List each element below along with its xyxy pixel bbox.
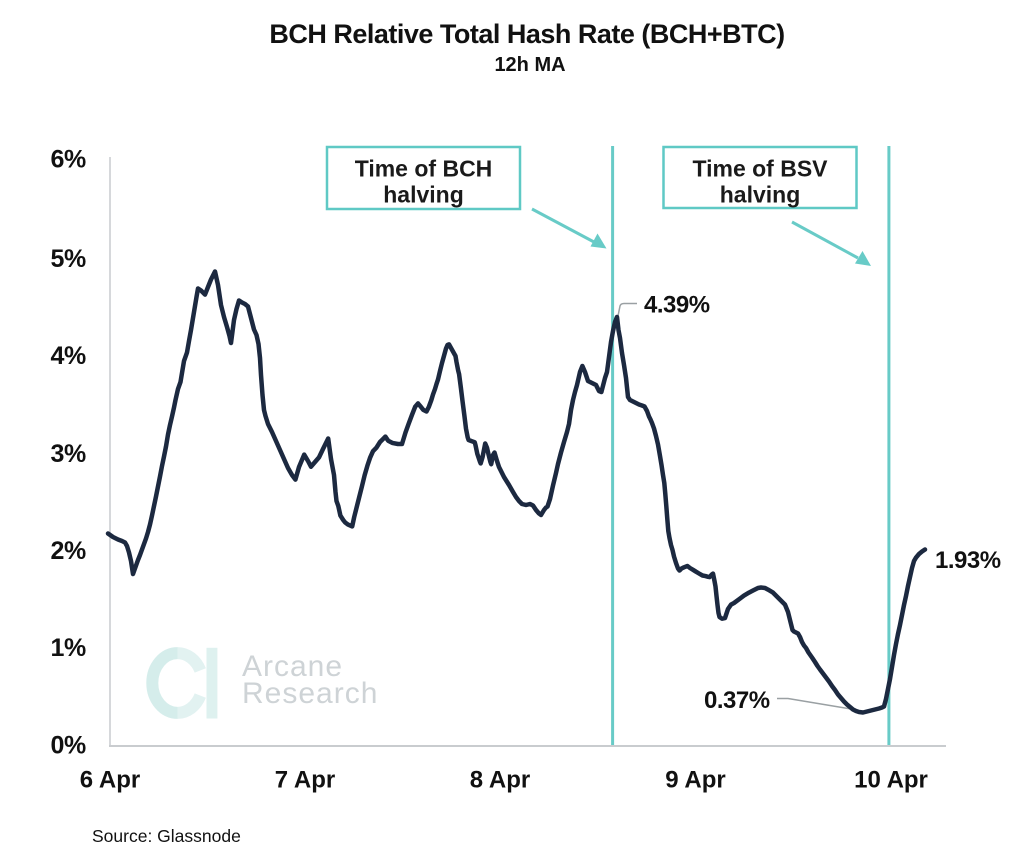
- svg-text:1%: 1%: [50, 634, 86, 662]
- svg-text:Arcane: Arcane: [242, 650, 343, 683]
- svg-text:5%: 5%: [50, 245, 86, 273]
- svg-text:2%: 2%: [50, 537, 86, 565]
- svg-text:6 Apr: 6 Apr: [80, 767, 140, 794]
- svg-text:Time of BSV: Time of BSV: [692, 156, 828, 182]
- svg-text:halving: halving: [383, 182, 464, 208]
- svg-text:12h MA: 12h MA: [494, 54, 565, 76]
- svg-text:6%: 6%: [50, 146, 86, 174]
- svg-text:0%: 0%: [50, 732, 86, 760]
- svg-text:Research: Research: [242, 677, 378, 710]
- svg-text:10 Apr: 10 Apr: [854, 767, 928, 794]
- svg-text:Source: Glassnode: Source: Glassnode: [92, 826, 241, 846]
- svg-text:0.37%: 0.37%: [704, 687, 770, 714]
- svg-text:3%: 3%: [50, 440, 86, 468]
- svg-text:7 Apr: 7 Apr: [275, 767, 335, 794]
- svg-text:1.93%: 1.93%: [935, 547, 1001, 574]
- svg-text:Time of BCH: Time of BCH: [355, 156, 493, 182]
- svg-text:halving: halving: [720, 182, 801, 208]
- svg-text:4%: 4%: [50, 342, 86, 370]
- svg-text:9 Apr: 9 Apr: [665, 767, 725, 794]
- svg-text:8 Apr: 8 Apr: [470, 767, 530, 794]
- svg-text:4.39%: 4.39%: [644, 292, 710, 319]
- svg-text:BCH Relative Total Hash Rate (: BCH Relative Total Hash Rate (BCH+BTC): [269, 19, 784, 49]
